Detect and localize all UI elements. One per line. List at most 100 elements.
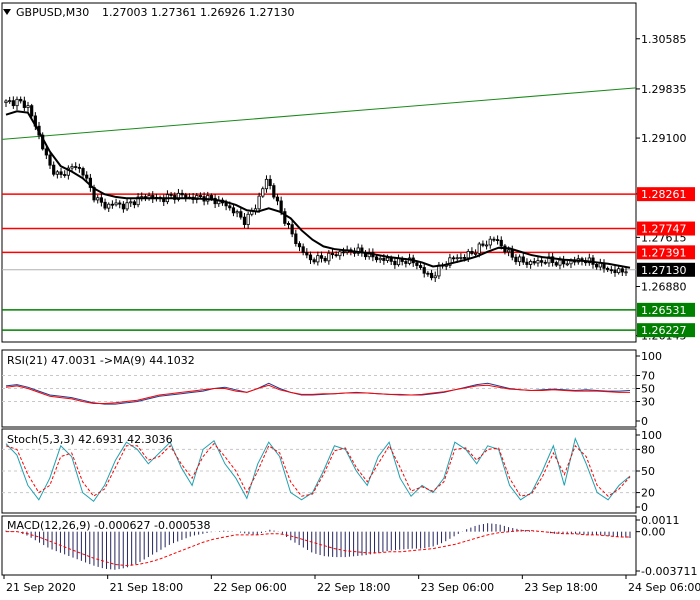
candle-body	[4, 100, 8, 104]
candle-body	[85, 174, 89, 179]
candle-body	[426, 272, 430, 275]
level-label: 1.27391	[641, 246, 687, 259]
y-tick-label: 100	[641, 350, 662, 363]
level-label-bg	[637, 221, 695, 236]
candle-body	[404, 261, 408, 264]
candle-body	[334, 254, 338, 257]
panel-frame	[1, 515, 637, 576]
candle-body	[261, 188, 265, 197]
candle-body	[308, 254, 313, 261]
candle-body	[473, 252, 478, 255]
candle-body	[330, 252, 335, 256]
candle-body	[242, 216, 247, 225]
candle-body	[341, 251, 346, 254]
candle-body	[228, 205, 232, 209]
candle-body	[70, 166, 74, 169]
candle-body	[52, 164, 56, 175]
candle-body	[224, 202, 228, 207]
candle-body	[451, 257, 456, 260]
candle-body	[180, 192, 184, 196]
candle-body	[492, 238, 496, 241]
candle-body	[525, 261, 529, 265]
candle-body	[26, 105, 30, 108]
moving-average-line	[5, 110, 631, 269]
candle-body	[499, 239, 503, 247]
candle-body	[66, 167, 70, 176]
candle-body	[257, 195, 261, 210]
candle-body	[286, 223, 291, 226]
candle-body	[624, 271, 628, 274]
candle-body	[8, 100, 12, 103]
level-label: 1.27747	[641, 223, 687, 236]
candle-body	[462, 257, 467, 259]
candle-body	[495, 239, 500, 242]
candle-body	[536, 260, 540, 264]
candle-body	[239, 211, 243, 218]
x-tick-label: 22 Sep 18:00	[317, 581, 390, 594]
y-tick-label: 0	[641, 415, 648, 428]
candle-body	[356, 247, 360, 254]
candle-body	[540, 260, 544, 263]
candle-body	[532, 261, 536, 264]
candle-body	[547, 256, 551, 264]
candle-body	[609, 269, 613, 272]
candle-body	[455, 257, 459, 260]
symbol-label: GBPUSD,M30	[16, 6, 89, 19]
x-tick-label: 23 Sep 18:00	[524, 581, 597, 594]
candle-body	[264, 178, 269, 190]
candle-body	[488, 238, 492, 246]
candle-body	[30, 105, 34, 117]
x-tick-label: 22 Sep 06:00	[213, 581, 286, 594]
candle-body	[235, 211, 239, 214]
candle-body	[312, 259, 316, 263]
level-label-bg	[637, 302, 695, 317]
candle-body	[301, 246, 305, 253]
candle-body	[63, 174, 67, 176]
candle-body	[125, 202, 129, 210]
level-label: 1.28261	[641, 188, 687, 201]
ohlc-values: 1.27003 1.27361 1.26926 1.27130	[102, 6, 294, 19]
candle-body	[81, 168, 85, 176]
candle-body	[118, 202, 122, 205]
candle-body	[132, 201, 137, 206]
y-tick-label: 0.00	[641, 526, 666, 539]
candle-body	[448, 257, 452, 266]
level-label: 1.26531	[641, 304, 687, 317]
candle-body	[297, 243, 302, 248]
candle-body	[595, 263, 599, 268]
macd-title: MACD(12,26,9) -0.000627 -0.000538	[7, 519, 210, 532]
candle-body	[620, 268, 624, 273]
y-tick-label: 70	[641, 370, 655, 383]
candle-body	[129, 201, 133, 204]
y-tick-label: 1.26880	[641, 281, 687, 294]
candle-body	[477, 243, 481, 254]
candle-body	[294, 233, 298, 244]
candle-body	[565, 263, 569, 266]
candle-body	[121, 203, 125, 210]
candle-body	[272, 185, 276, 198]
candle-body	[569, 260, 573, 265]
candle-body	[48, 154, 52, 166]
candle-body	[275, 196, 280, 202]
candle-body	[470, 250, 474, 254]
candle-body	[374, 256, 379, 261]
candle-body	[338, 251, 342, 257]
price-panel[interactable]: 1.305851.298351.291001.282651.276151.268…	[1, 2, 695, 343]
chart-header: GBPUSD,M30 1.27003 1.27361 1.26926 1.271…	[3, 6, 294, 19]
candle-body	[378, 257, 382, 261]
candle-body	[136, 196, 140, 206]
candle-body	[510, 249, 514, 258]
trend-line	[1, 87, 637, 140]
candle-body	[74, 166, 78, 168]
candle-body	[459, 257, 463, 259]
y-tick-label: 1.29835	[641, 83, 687, 96]
candle-body	[323, 257, 327, 262]
candle-body	[529, 261, 533, 265]
candle-body	[418, 265, 423, 268]
candle-body	[551, 256, 555, 263]
candle-body	[279, 200, 283, 213]
